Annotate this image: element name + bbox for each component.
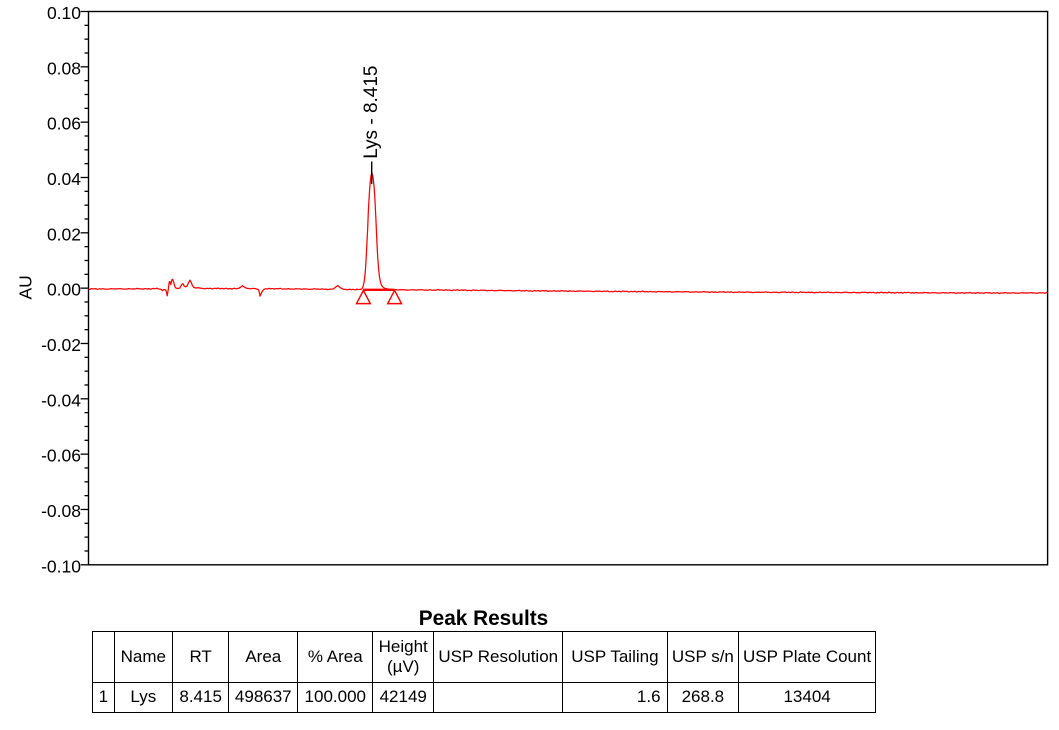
svg-text:0.10: 0.10 (47, 3, 81, 23)
svg-text:-0.02: -0.02 (41, 335, 81, 355)
svg-text:0.08: 0.08 (47, 58, 81, 78)
svg-text:-0.06: -0.06 (41, 446, 81, 466)
svg-text:-0.08: -0.08 (41, 501, 81, 521)
svg-text:0.02: 0.02 (47, 224, 81, 244)
svg-text:AU: AU (16, 275, 36, 299)
svg-text:Lys - 8.415: Lys - 8.415 (361, 66, 382, 159)
svg-text:-0.10: -0.10 (41, 556, 81, 576)
svg-text:0.04: 0.04 (47, 169, 81, 189)
svg-text:-0.04: -0.04 (41, 390, 81, 410)
svg-text:0.06: 0.06 (47, 114, 81, 134)
svg-text:0.00: 0.00 (47, 280, 81, 300)
